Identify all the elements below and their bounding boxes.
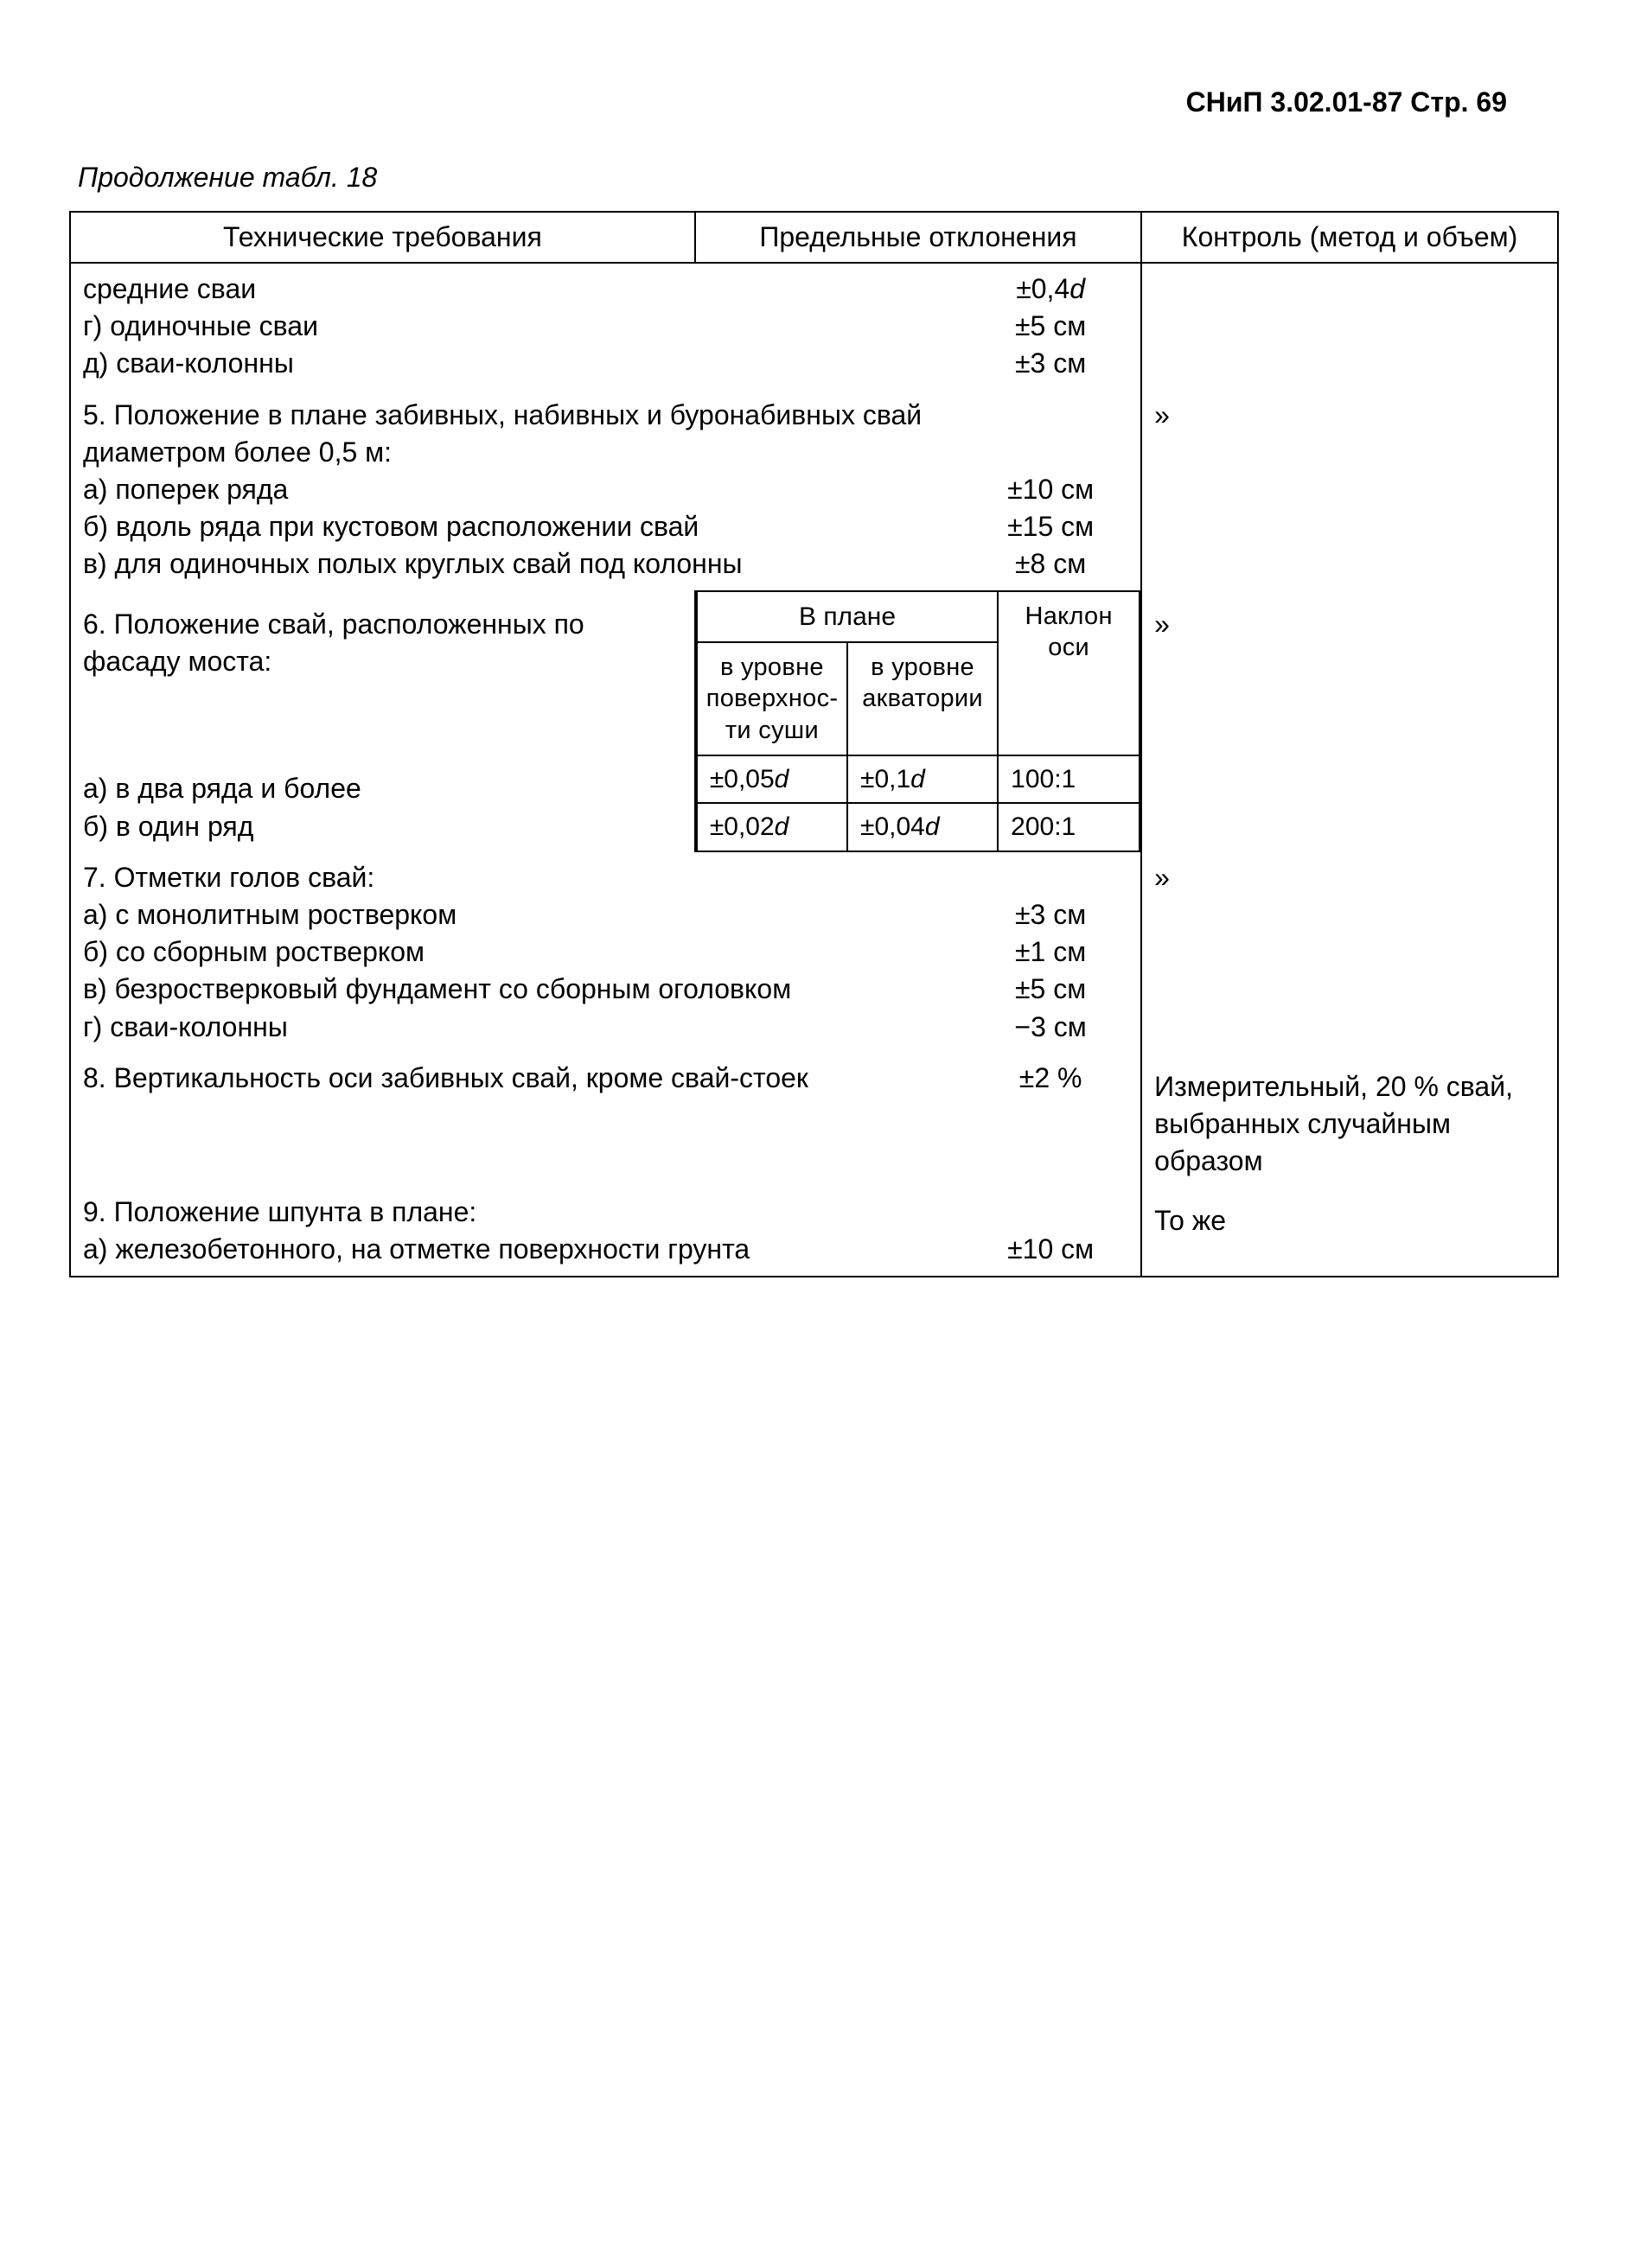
nested-header-naklon: На­клон оси: [998, 591, 1140, 755]
deviation-value: ±8 см: [973, 545, 1128, 583]
nested-sub-surface: в уров­не по­вер­хнос­ти суши: [697, 642, 847, 755]
table-row: 7. Отметки голов свай: а) с монолитным р…: [70, 852, 1558, 1053]
col-header-control: Контроль (метод и объем): [1141, 212, 1558, 263]
req-text: 5. Положение в плане забивных, набивных …: [83, 397, 973, 471]
col-header-requirements: Технические требования: [70, 212, 695, 263]
req-text: б) вдоль ряда при кустовом рас­положении…: [83, 508, 973, 545]
req-text: б) в один ряд: [83, 808, 682, 845]
control-cell: Измерительный, 20 % свай, вы­бранных слу…: [1141, 1053, 1558, 1188]
nested-cell: 100:1: [998, 755, 1140, 804]
req-text: 9. Положение шпунта в плане:: [83, 1194, 973, 1231]
req-text: в) для одиночных полых круглых свай под …: [83, 545, 973, 583]
nested-cell: ±0,02d: [697, 803, 847, 851]
req-text: 7. Отметки голов свай:: [83, 859, 973, 896]
deviation-value: ±15 см: [973, 508, 1128, 545]
nested-sub-water: в уров­не аква­то­рии: [847, 642, 998, 755]
control-cell: »: [1141, 390, 1558, 590]
nested-table: В плане На­клон оси в уров­не по­вер­хно…: [696, 590, 1140, 852]
col-header-deviations: Предельные отклонения: [695, 212, 1141, 263]
table-row: средние сваи ±0,4d г) одиночные сваи ±5 …: [70, 263, 1558, 390]
nested-cell: ±0,1d: [847, 755, 998, 804]
deviation-value: ±10 см: [973, 471, 1128, 508]
control-cell: [1141, 263, 1558, 390]
control-cell: »: [1141, 852, 1558, 1053]
deviation-value: ±5 см: [973, 308, 1128, 345]
nested-cell: ±0,04d: [847, 803, 998, 851]
deviation-value: ±3 см: [973, 345, 1128, 382]
deviation-value: ±0,4d: [973, 271, 1128, 308]
table-row: 5. Положение в плане забивных, набивных …: [70, 390, 1558, 590]
control-cell: »: [1141, 590, 1558, 852]
deviation-value: ±1 см: [973, 933, 1128, 971]
page-header: СНиП 3.02.01-87 Стр. 69: [69, 86, 1559, 118]
req-text: а) поперек ряда: [83, 471, 973, 508]
table-row: 6. Положение свай, располо­женных по фас…: [70, 590, 1558, 728]
req-text: г) одиночные сваи: [83, 308, 973, 345]
table-caption: Продолжение табл. 18: [69, 162, 1559, 194]
req-text: 8. Вертикальность оси забив­ных свай, кр…: [83, 1060, 973, 1097]
nested-header-plan: В плане: [697, 591, 998, 643]
deviation-value: ±2 %: [973, 1060, 1128, 1097]
req-text: в) безростверковый фундамент со сборным …: [83, 971, 973, 1008]
nested-cell: ±0,05d: [697, 755, 847, 804]
nested-row: ±0,05d ±0,1d 100:1: [697, 755, 1140, 804]
req-text: д) сваи-колонны: [83, 345, 973, 382]
req-text: средние сваи: [83, 271, 973, 308]
req-text: а) в два ряда и более: [83, 770, 682, 807]
requirements-table: Технические требования Предельные отклон…: [69, 211, 1559, 1277]
nested-row: ±0,02d ±0,04d 200:1: [697, 803, 1140, 851]
req-text: а) железобетонного, на отмет­ке поверхно…: [83, 1231, 973, 1268]
req-text: г) сваи-колонны: [83, 1009, 973, 1046]
deviation-value: ±5 см: [973, 971, 1128, 1008]
table-header-row: Технические требования Предельные отклон…: [70, 212, 1558, 263]
req-text: б) со сборным ростверком: [83, 933, 973, 971]
req-text: а) с монолитным ростверком: [83, 896, 973, 933]
nested-cell: 200:1: [998, 803, 1140, 851]
table-row: 8. Вертикальность оси забив­ных свай, кр…: [70, 1053, 1558, 1188]
control-cell: То же: [1141, 1187, 1558, 1276]
deviation-value: ±10 см: [973, 1231, 1128, 1268]
req-text: 6. Положение свай, располо­женных по фас…: [70, 590, 695, 728]
deviation-value: ±3 см: [973, 896, 1128, 933]
deviation-value: −3 см: [973, 1009, 1128, 1046]
table-row: 9. Положение шпунта в плане: а) железобе…: [70, 1187, 1558, 1276]
